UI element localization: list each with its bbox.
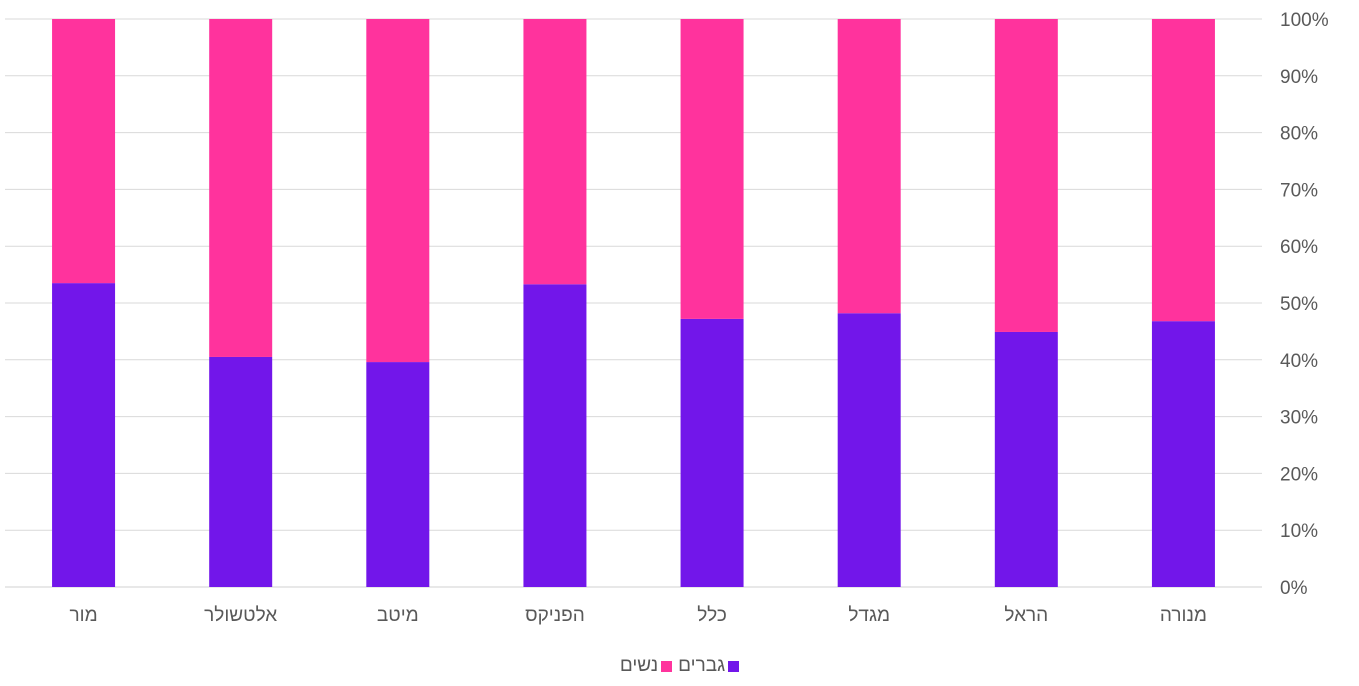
chart-legend: גברים נשים	[0, 655, 1359, 678]
y-tick-label: 0%	[1280, 578, 1308, 599]
bar-segment-women	[209, 19, 273, 357]
bar-segment-women	[837, 19, 901, 314]
x-category-label: אלטשולר	[204, 605, 277, 626]
y-tick-label: 100%	[1280, 10, 1329, 31]
x-category-label: הראל	[1004, 605, 1048, 626]
bar-segment-women	[366, 19, 430, 363]
stacked-bar-chart: 0% 10% 20% 30% 40% 50% 60% 70% 80% 90% 100% מנורה הר…	[5, 10, 1329, 626]
x-category-label: מגדל	[848, 605, 890, 626]
x-category-label: מנורה	[1160, 605, 1207, 626]
bar-segment-women	[1151, 19, 1215, 322]
legend-swatch	[728, 660, 740, 672]
bar-segment-men	[209, 356, 273, 587]
y-tick-label: 20%	[1280, 464, 1318, 485]
bar-segment-women	[994, 19, 1058, 332]
legend-label: נשים	[619, 655, 659, 676]
bar-segment-men	[994, 331, 1058, 587]
x-category-label: מיטב	[377, 605, 419, 626]
y-tick-label: 80%	[1280, 124, 1318, 145]
bar-segment-men	[366, 362, 430, 587]
y-tick-label: 70%	[1280, 180, 1318, 201]
bar-segment-women	[680, 19, 744, 319]
legend-swatch	[661, 660, 673, 672]
x-category-label: הפניקס	[525, 605, 585, 626]
y-tick-label: 10%	[1280, 521, 1318, 542]
y-tick-label: 90%	[1280, 67, 1318, 88]
bar-segment-men	[523, 284, 587, 587]
bar-segment-women	[523, 19, 587, 285]
legend-label: גברים	[678, 655, 726, 676]
y-tick-label: 50%	[1280, 294, 1318, 315]
legend-item: גברים	[678, 655, 740, 677]
x-category-label: כלל	[697, 605, 727, 626]
y-tick-label: 60%	[1280, 237, 1318, 258]
legend-item: נשים	[619, 655, 673, 677]
bar-segment-men	[52, 283, 116, 587]
bar-segment-men	[680, 318, 744, 587]
y-tick-label: 30%	[1280, 408, 1318, 429]
bar-segment-men	[837, 313, 901, 587]
y-tick-label: 40%	[1280, 351, 1318, 372]
bar-segment-men	[1151, 321, 1215, 587]
x-category-label: מור	[69, 605, 97, 626]
bar-segment-women	[52, 19, 116, 284]
